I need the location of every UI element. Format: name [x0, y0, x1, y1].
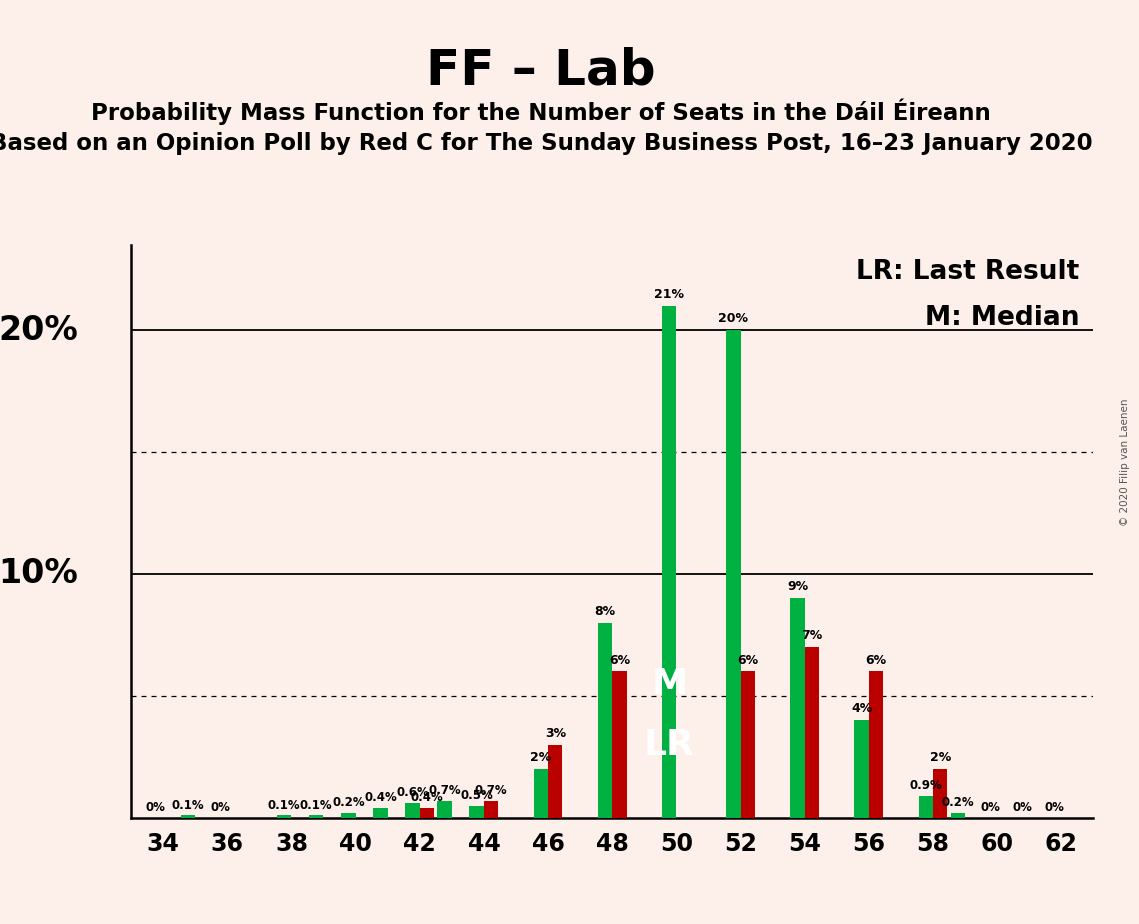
Text: 9%: 9%	[787, 580, 808, 593]
Text: 0.7%: 0.7%	[475, 784, 507, 797]
Text: 0.4%: 0.4%	[364, 791, 396, 804]
Bar	[740, 672, 755, 818]
Bar	[405, 803, 419, 818]
Text: 0.9%: 0.9%	[909, 779, 942, 792]
Bar	[854, 720, 869, 818]
Bar	[804, 647, 819, 818]
Bar	[419, 808, 434, 818]
Text: M: Median: M: Median	[925, 305, 1079, 331]
Text: Based on an Opinion Poll by Red C for The Sunday Business Post, 16–23 January 20: Based on an Opinion Poll by Red C for Th…	[0, 132, 1092, 155]
Text: LR: Last Result: LR: Last Result	[855, 259, 1079, 286]
Text: 2%: 2%	[929, 751, 951, 764]
Bar	[726, 330, 740, 818]
Text: 6%: 6%	[737, 653, 759, 666]
Bar	[951, 813, 965, 818]
Text: 20%: 20%	[719, 312, 748, 325]
Text: FF – Lab: FF – Lab	[426, 46, 656, 94]
Text: M: M	[652, 666, 687, 700]
Text: 0%: 0%	[1044, 801, 1064, 814]
Text: 0.7%: 0.7%	[428, 784, 461, 797]
Text: 0.2%: 0.2%	[942, 796, 974, 809]
Text: 0%: 0%	[1013, 801, 1032, 814]
Text: Probability Mass Function for the Number of Seats in the Dáil Éireann: Probability Mass Function for the Number…	[91, 99, 991, 126]
Bar	[484, 801, 499, 818]
Text: 8%: 8%	[595, 605, 615, 618]
Bar	[918, 796, 933, 818]
Text: 6%: 6%	[609, 653, 630, 666]
Text: 0.1%: 0.1%	[268, 798, 301, 811]
Text: 7%: 7%	[802, 629, 822, 642]
Text: 2%: 2%	[531, 751, 551, 764]
Text: 0.4%: 0.4%	[410, 791, 443, 804]
Text: LR: LR	[644, 727, 695, 761]
Bar	[613, 672, 626, 818]
Text: 0.5%: 0.5%	[460, 789, 493, 802]
Bar	[309, 815, 323, 818]
Bar	[662, 306, 677, 818]
Text: 0.6%: 0.6%	[396, 786, 429, 799]
Bar	[598, 623, 613, 818]
Bar	[933, 769, 948, 818]
Text: © 2020 Filip van Laenen: © 2020 Filip van Laenen	[1120, 398, 1130, 526]
Text: 6%: 6%	[866, 653, 886, 666]
Text: 3%: 3%	[544, 727, 566, 740]
Text: 0%: 0%	[210, 801, 230, 814]
Text: 0.2%: 0.2%	[333, 796, 364, 809]
Bar	[374, 808, 387, 818]
Bar	[869, 672, 884, 818]
Text: 0%: 0%	[146, 801, 166, 814]
Text: 0%: 0%	[980, 801, 1000, 814]
Bar	[790, 599, 804, 818]
Bar	[341, 813, 355, 818]
Text: 4%: 4%	[851, 702, 872, 715]
Bar	[533, 769, 548, 818]
Bar	[181, 815, 195, 818]
Text: 0.1%: 0.1%	[172, 798, 204, 811]
Bar	[437, 801, 452, 818]
Text: 0.1%: 0.1%	[300, 798, 333, 811]
Bar	[277, 815, 292, 818]
Text: 21%: 21%	[654, 288, 685, 301]
Bar	[469, 806, 484, 818]
Bar	[548, 745, 563, 818]
Text: 20%: 20%	[0, 313, 79, 346]
Text: 10%: 10%	[0, 557, 79, 590]
